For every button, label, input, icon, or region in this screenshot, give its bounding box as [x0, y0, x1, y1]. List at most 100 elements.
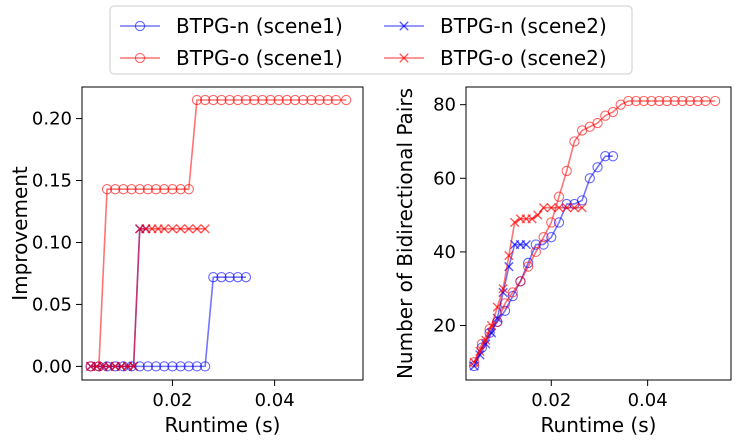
y-tick-label: 0.00 [32, 356, 72, 377]
data-point [607, 106, 619, 118]
legend-marker [134, 20, 146, 32]
data-point [192, 224, 202, 234]
data-point [654, 95, 665, 107]
data-point [523, 261, 534, 272]
data-point [208, 272, 219, 283]
data-point [175, 184, 186, 195]
x-tick-label: 0.04 [628, 390, 668, 411]
legend-entry-btpg-o-scene2: BTPG-o (scene2) [384, 46, 607, 70]
data-point [232, 94, 243, 106]
y-tick-label: 20 [433, 316, 456, 337]
legend-label: BTPG-o (scene1) [176, 46, 343, 70]
data-point [314, 94, 325, 106]
data-point [183, 184, 194, 195]
data-point [298, 94, 309, 106]
data-point [669, 95, 680, 107]
data-point [110, 184, 121, 195]
data-point [684, 95, 696, 107]
legend-label: BTPG-o (scene2) [440, 46, 607, 70]
data-point [638, 95, 649, 107]
data-point [569, 136, 580, 147]
data-point [538, 203, 549, 213]
series-line-btpg-n-scene1 [90, 276, 246, 368]
y-axis-label-improvement: Improvement [8, 166, 32, 301]
series-line-btpg-n-scene1 [473, 155, 613, 367]
series-btpg-n-scene1 [469, 151, 619, 372]
data-point [240, 272, 252, 283]
data-point [533, 210, 543, 220]
data-point [340, 94, 352, 106]
data-point [521, 239, 531, 250]
series-btpg-o-scene1 [85, 94, 352, 372]
data-point [538, 232, 549, 243]
x-axis-label-bidirectional-pairs: Runtime (s) [541, 413, 657, 437]
series-line-btpg-o-scene1 [90, 99, 347, 368]
x-axis-label-improvement: Runtime (s) [165, 413, 281, 437]
data-point [265, 94, 276, 106]
legend-label: BTPG-n (scene2) [440, 14, 607, 38]
data-point [142, 361, 154, 372]
data-point [199, 94, 211, 106]
data-point [175, 361, 186, 372]
legend-entry-btpg-n-scene1: BTPG-n (scene1) [120, 14, 343, 38]
data-point [530, 246, 542, 258]
data-point [677, 95, 688, 107]
series-line-btpg-o-scene1 [473, 100, 716, 363]
data-point [199, 361, 211, 372]
series-btpg-o-scene2 [85, 224, 210, 372]
data-point [507, 287, 518, 298]
data-point [175, 224, 186, 234]
data-point [224, 272, 235, 283]
data-point [150, 361, 162, 372]
series-btpg-n-scene2 [85, 224, 151, 372]
x-tick-label: 0.02 [152, 390, 192, 411]
data-point [224, 94, 235, 106]
y-tick-label: 0.20 [32, 109, 72, 130]
y-tick-label: 60 [433, 168, 456, 189]
data-point [208, 94, 219, 106]
data-point [469, 357, 479, 368]
data-point [546, 203, 556, 213]
data-point [584, 173, 595, 184]
data-point [569, 203, 580, 213]
series-line-btpg-n-scene2 [473, 243, 527, 367]
data-point [554, 203, 564, 213]
data-point [281, 94, 293, 106]
data-point [216, 272, 227, 283]
legend-entry-btpg-o-scene1: BTPG-o (scene1) [120, 46, 343, 70]
y-tick-label: 80 [433, 95, 456, 116]
data-point [509, 217, 520, 228]
series-line-btpg-o-scene2 [473, 206, 583, 363]
data-point [562, 203, 572, 213]
data-point [692, 95, 703, 107]
data-point [159, 361, 170, 372]
data-point [498, 284, 508, 294]
data-point [607, 151, 619, 162]
data-point [142, 184, 154, 195]
data-point [492, 302, 503, 312]
data-point [240, 94, 252, 106]
legend-marker [399, 53, 409, 63]
data-point [159, 184, 170, 195]
data-point [475, 346, 485, 356]
series-line-btpg-n-scene2 [90, 228, 146, 368]
data-point [167, 224, 178, 234]
data-point [150, 184, 162, 195]
series-btpg-n-scene1 [85, 272, 252, 372]
x-tick-label: 0.02 [531, 390, 571, 411]
x-tick-label: 0.04 [255, 390, 295, 411]
y-tick-label: 40 [433, 242, 456, 263]
data-point [101, 184, 113, 195]
data-point [134, 361, 145, 372]
data-point [200, 224, 210, 234]
y-tick-label: 0.10 [32, 232, 72, 253]
data-point [134, 184, 145, 195]
data-point [257, 94, 268, 106]
data-point [273, 94, 284, 106]
series-btpg-o-scene1 [469, 95, 721, 368]
data-point [216, 94, 227, 106]
data-point [546, 232, 557, 243]
data-point [486, 320, 497, 331]
data-point [592, 162, 603, 173]
